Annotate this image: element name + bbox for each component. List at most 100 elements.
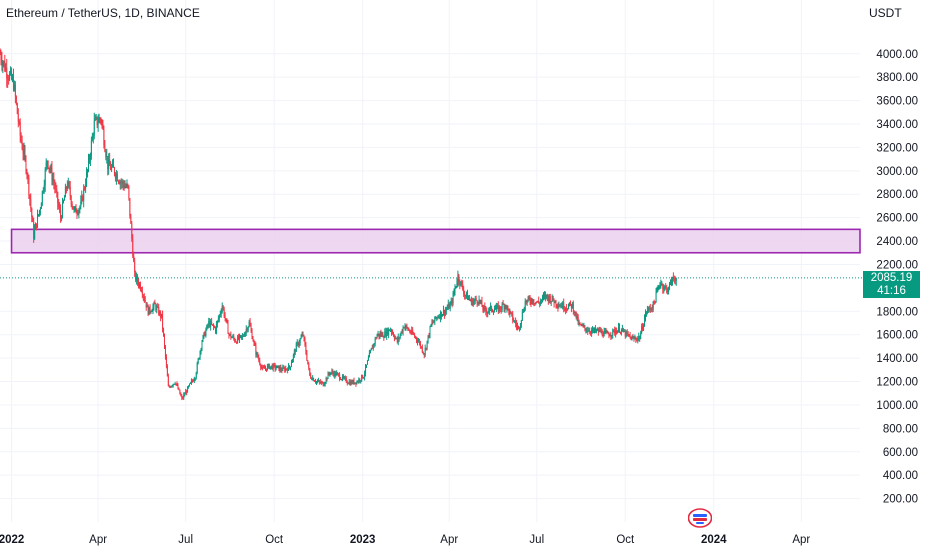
candle-body <box>88 158 90 170</box>
candle-body <box>591 330 593 333</box>
candle-body <box>406 325 408 328</box>
candle-body <box>611 334 613 337</box>
candle-body <box>267 364 269 366</box>
candle-body <box>158 306 160 315</box>
candle-body <box>620 329 622 333</box>
candle-body <box>154 302 156 305</box>
candle-body <box>144 299 146 303</box>
candle-body <box>212 324 214 326</box>
candle-body <box>619 332 621 334</box>
candle-body <box>16 103 18 114</box>
candle-body <box>70 196 72 204</box>
candle-body <box>671 277 673 285</box>
candle-body <box>114 173 116 178</box>
candle-body <box>503 304 505 309</box>
candle-body <box>126 184 128 187</box>
candle-body <box>29 194 31 200</box>
tradingview-logo-icon[interactable] <box>688 508 712 528</box>
candle-body <box>250 326 252 331</box>
candle-body <box>108 159 110 170</box>
candle-body <box>276 365 278 368</box>
candle-body <box>86 172 88 185</box>
candle-body <box>210 321 212 327</box>
candle-body <box>516 323 518 327</box>
candle-body <box>327 373 329 380</box>
candle-body <box>372 344 374 349</box>
candle-body <box>46 160 48 164</box>
candle-body <box>638 336 640 339</box>
candle-body <box>310 375 312 379</box>
candle-body <box>568 305 570 310</box>
candle-body <box>303 335 305 338</box>
candle-body <box>2 62 4 66</box>
candle-body <box>635 338 637 340</box>
candle-body <box>337 373 339 375</box>
candle-body <box>189 383 191 387</box>
candle-body <box>413 333 415 335</box>
symbol-title[interactable]: Ethereum / TetherUS, 1D, BINANCE <box>6 6 200 20</box>
candle-body <box>528 297 530 299</box>
candle-body <box>395 337 397 339</box>
candle-body <box>373 343 375 345</box>
candle-body <box>226 319 228 324</box>
candle-body <box>240 335 242 337</box>
candle-body <box>311 378 313 380</box>
x-tick-label: 2022 <box>0 534 24 546</box>
candle-body <box>332 371 334 374</box>
candle-body <box>422 351 424 354</box>
candle-body <box>484 306 486 309</box>
candle-body <box>274 364 276 369</box>
candle-body <box>119 181 121 184</box>
candle-body <box>47 160 49 168</box>
candle-body <box>307 360 309 365</box>
candle-body <box>214 326 216 328</box>
candle-body <box>241 335 243 337</box>
candle-body <box>182 397 184 399</box>
candle-body <box>595 330 597 332</box>
candle-body <box>153 302 155 307</box>
candle-body <box>657 286 659 291</box>
candle-body <box>150 311 152 313</box>
candle-body <box>604 331 606 333</box>
candle-body <box>105 151 107 157</box>
candle-body <box>83 188 85 201</box>
candle-body <box>320 382 322 384</box>
candle-body <box>57 192 59 204</box>
candle-body <box>470 299 472 302</box>
candle-body <box>12 77 14 79</box>
candle-body <box>602 335 604 337</box>
candle-body <box>249 321 251 327</box>
currency-label[interactable]: USDT <box>869 6 902 20</box>
candle-body <box>283 367 285 369</box>
candle-body <box>647 307 649 311</box>
candle-body <box>605 331 607 333</box>
candle-body <box>33 221 35 239</box>
candle-body <box>32 217 34 222</box>
candle-body <box>7 78 9 80</box>
y-tick-label: 1200.00 <box>876 377 918 389</box>
candle-body <box>523 309 525 312</box>
candle-body <box>67 181 69 186</box>
y-axis[interactable]: 4000.00 3800.00 3600.00 3400.00 3200.00 3000.… <box>876 49 918 506</box>
candle-body <box>492 311 494 313</box>
candle-body <box>371 348 373 350</box>
x-axis[interactable]: 2022 Apr Jul Oct 2023 Apr Jul Oct 2024 Apr <box>0 534 810 546</box>
candle-body <box>91 135 93 141</box>
highlight-zone[interactable] <box>10 228 861 254</box>
candle-body <box>244 332 246 336</box>
candle-body <box>400 331 402 335</box>
candle-body <box>428 335 430 337</box>
candle-body <box>340 379 342 381</box>
candle-body <box>366 360 368 365</box>
candle-body <box>173 383 175 385</box>
candle-body <box>74 206 76 210</box>
candle-body <box>578 323 580 325</box>
candle-body <box>262 367 264 369</box>
candle-body <box>149 306 151 312</box>
candle-body <box>131 223 133 239</box>
candle-body <box>171 385 173 387</box>
candle-body <box>418 341 420 343</box>
candle-body <box>277 365 279 367</box>
